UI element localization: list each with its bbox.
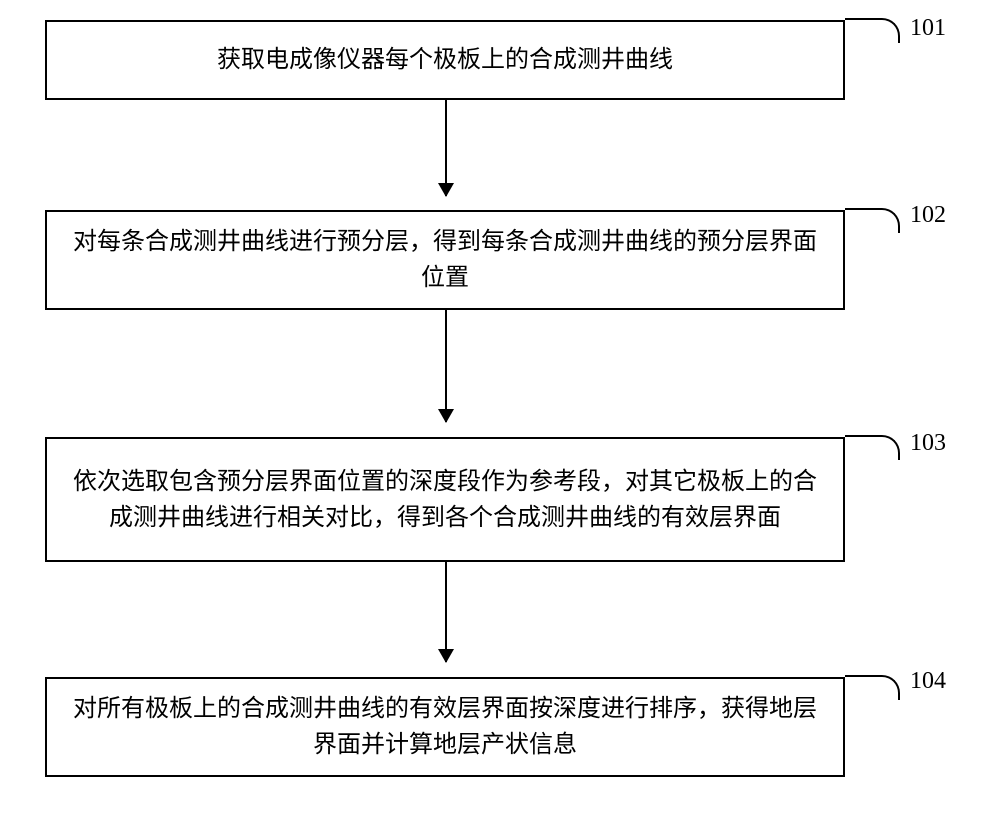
node-text: 依次选取包含预分层界面位置的深度段作为参考段，对其它极板上的合成测井曲线进行相关…: [67, 464, 823, 536]
flowchart-arrow: [445, 310, 447, 422]
node-label: 102: [910, 202, 946, 229]
flowchart-node: 依次选取包含预分层界面位置的深度段作为参考段，对其它极板上的合成测井曲线进行相关…: [45, 437, 845, 562]
leader-line: [845, 208, 900, 233]
leader-line: [845, 675, 900, 700]
node-label: 101: [910, 15, 946, 42]
node-label: 103: [910, 430, 946, 457]
node-text: 对所有极板上的合成测井曲线的有效层界面按深度进行排序，获得地层界面并计算地层产状…: [67, 691, 823, 763]
flowchart-arrow: [445, 562, 447, 662]
node-text: 获取电成像仪器每个极板上的合成测井曲线: [217, 42, 673, 78]
flowchart-container: 获取电成像仪器每个极板上的合成测井曲线 101 对每条合成测井曲线进行预分层，得到每…: [0, 0, 1000, 813]
flowchart-node: 获取电成像仪器每个极板上的合成测井曲线: [45, 20, 845, 100]
flowchart-arrow: [445, 100, 447, 196]
flowchart-node: 对所有极板上的合成测井曲线的有效层界面按深度进行排序，获得地层界面并计算地层产状…: [45, 677, 845, 777]
node-text: 对每条合成测井曲线进行预分层，得到每条合成测井曲线的预分层界面位置: [67, 224, 823, 296]
flowchart-node: 对每条合成测井曲线进行预分层，得到每条合成测井曲线的预分层界面位置: [45, 210, 845, 310]
node-label: 104: [910, 668, 946, 695]
leader-line: [845, 435, 900, 460]
leader-line: [845, 18, 900, 43]
